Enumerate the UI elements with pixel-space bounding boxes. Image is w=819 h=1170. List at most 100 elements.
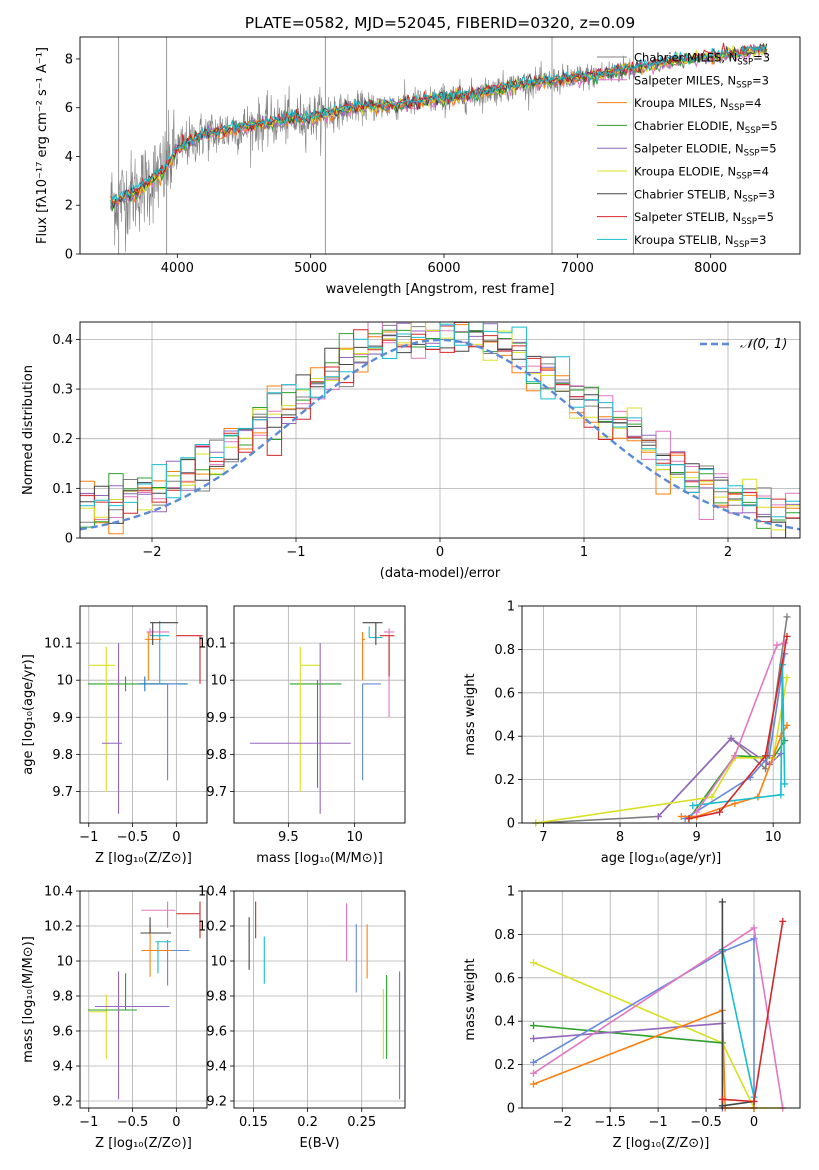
legend-label: 𝒩(0, 1) [740, 337, 787, 352]
x-tick-label: 1 [580, 545, 588, 560]
errorbar-point [101, 643, 123, 814]
legend-entry: Salpeter ELODIE, NSSP=5 [634, 142, 777, 159]
residuals-panel: −2 −1 0 1 2 0 0.1 0.2 0.3 0.4 (data-model)/error No… [21, 321, 801, 581]
legend-subscript: SSP [745, 126, 761, 136]
spectrum-panel: 4000 5000 6000 7000 8000 0 2 4 6 8 wavelength [Ang… [35, 36, 801, 297]
y-tick-label: 4 [65, 150, 73, 165]
mass-age-panel: 9.5 10 9.7 9.8 9.9 10 10.1 mass [log₁₀(M/M⊙)] [198, 605, 406, 866]
weight-point-marker [718, 898, 726, 906]
errorbar-point [94, 971, 170, 1100]
weight-point-marker [693, 808, 701, 816]
y-tick-label: 9.4 [206, 1060, 227, 1075]
figure-title: PLATE=0582, MJD=52045, FIBERID=0320, z=0… [245, 14, 635, 32]
errorbar-point [362, 631, 366, 681]
legend-subscript: SSP [742, 194, 758, 204]
errorbar-point [155, 941, 172, 974]
weight-point-marker [783, 721, 791, 729]
y-tick-label: 9.8 [52, 990, 73, 1005]
legend-count: =5 [760, 142, 777, 156]
x-tick-label: 0.25 [347, 1115, 376, 1130]
errorbar-point [140, 917, 172, 934]
errorbar-point [87, 973, 137, 1011]
z-mass-panel: −1 −0.5 0 9.2 9.4 9.6 9.8 10 10.2 10.4 Z [log₁₀(Z/… [21, 885, 208, 1151]
weight-point-marker [762, 752, 770, 760]
y-tick-label: 0.2 [494, 773, 515, 788]
y-tick-label: 0.2 [494, 1058, 515, 1073]
weight-point-marker [530, 1022, 538, 1030]
y-tick-label: 10.1 [44, 637, 73, 652]
x-tick-label: 0 [436, 545, 444, 560]
z-age-panel: −1 −0.5 0 9.7 9.8 9.9 10 10.1 Z [log₁₀(Z/Z⊙)] age… [21, 605, 208, 866]
y-axis-label: mass weight [463, 673, 478, 755]
axes-frame [79, 321, 801, 539]
legend-subscript: SSP [729, 103, 745, 113]
y-tick-label: 0.4 [494, 730, 515, 745]
weight-point-marker [716, 808, 724, 816]
y-tick-label: 9.8 [52, 748, 73, 763]
legend-entry: Chabrier MILES, NSSP=3 [634, 51, 770, 68]
x-axis-label: Z [log₁₀(Z/Z⊙)] [95, 1136, 192, 1151]
x-tick-label: −0.5 [117, 1115, 149, 1130]
y-tick-label: 9.6 [52, 1025, 73, 1040]
x-tick-label: 2 [724, 545, 732, 560]
y-tick-label: 0.3 [52, 383, 73, 398]
model-spectrum-line [110, 44, 767, 204]
errorbar-point [138, 676, 188, 692]
y-tick-label: 10 [56, 955, 73, 970]
y-tick-label: 9.8 [206, 748, 227, 763]
legend-label: Salpeter MILES, N [634, 73, 736, 87]
weight-series-line [657, 737, 782, 818]
axes-frame [521, 890, 801, 1109]
y-tick-label: 0.1 [52, 482, 73, 497]
x-tick-label: −0.5 [690, 1115, 722, 1130]
y-tick-label: 6 [65, 101, 73, 116]
weight-point-marker [708, 793, 716, 801]
weight-point-marker [781, 780, 789, 788]
y-tick-label: 9.7 [52, 785, 73, 800]
residual-histogram [80, 322, 800, 518]
legend-entry: Salpeter STELIB, NSSP=5 [634, 210, 774, 227]
x-tick-label: −2 [553, 1115, 572, 1130]
x-tick-label: −0.5 [117, 830, 149, 845]
weight-series-line [688, 740, 786, 820]
weight-point-marker [530, 1058, 538, 1066]
legend-count: =3 [753, 51, 770, 65]
legend-subscript: SSP [737, 58, 753, 68]
x-tick-label: 7 [539, 830, 547, 845]
x-tick-label: 6000 [427, 261, 460, 276]
weight-point-marker [530, 1069, 538, 1077]
model-spectrum-line [110, 42, 768, 203]
legend-subscript: SSP [741, 217, 757, 227]
axes-frame [521, 605, 801, 824]
weight-point-marker [718, 1095, 726, 1103]
x-tick-label: 0 [172, 830, 180, 845]
x-axis-label: Z [log₁₀(Z/Z⊙)] [613, 1136, 710, 1151]
errorbar-point [141, 901, 176, 928]
weight-point-marker [779, 917, 787, 925]
weight-point-marker [654, 812, 662, 820]
y-tick-label: 9.9 [52, 711, 73, 726]
y-tick-label: 10.4 [198, 885, 227, 900]
errorbar-point [249, 643, 351, 814]
errorbar-point [176, 635, 203, 684]
weight-series-line [692, 664, 786, 807]
x-tick-label: −1.5 [594, 1115, 626, 1130]
legend-entry: Chabrier ELODIE, NSSP=5 [634, 119, 778, 136]
y-tick-label: 10.4 [44, 885, 73, 900]
x-tick-label: −1 [286, 545, 305, 560]
y-tick-label: 10.1 [198, 637, 227, 652]
y-tick-label: 0.2 [52, 432, 73, 447]
weight-point-marker [777, 791, 785, 799]
axes-frame [79, 36, 801, 255]
y-tick-label: 0.6 [494, 686, 515, 701]
x-tick-label: −2 [142, 545, 161, 560]
legend-count: =5 [761, 119, 778, 133]
residual-histogram [80, 322, 800, 535]
y-tick-label: 0 [507, 1102, 515, 1117]
residual-histogram [80, 331, 800, 538]
weight-point-marker [689, 802, 697, 810]
legend-subscript: SSP [736, 172, 752, 182]
errorbar-point [299, 646, 321, 792]
errorbar-point [88, 994, 107, 1059]
